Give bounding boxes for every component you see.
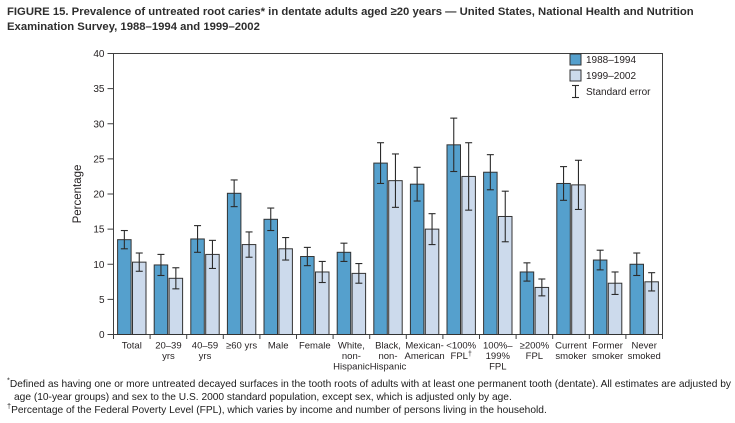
bar-1988–1994-Female [300,256,315,336]
footnote-dagger: †Percentage of the Federal Poverty Level… [7,402,731,418]
x-tick-label: FPL [489,362,506,373]
legend-swatch-1999–2002 [569,69,582,82]
x-tick-label: yrs [162,351,175,362]
bar-1988–1994-White, non-Hispanic [336,251,352,335]
footnote-dagger-marker: † [7,401,12,411]
x-tick-label: smoked [628,351,661,362]
bar-1988–1994-100%–199% FPL [483,171,498,335]
bar-1988–1994-Black, non-Hispanic [373,162,388,335]
legend-label: 1988–1994 [586,55,636,66]
y-tick-label: 20 [93,190,105,201]
bar-1999–2002-Total [132,261,147,335]
chart-area: 0 5 10 15 20 25 30 35 40 Percentage Total 20–39 yrs 4… [0,45,735,377]
x-tick-label: American [405,351,445,362]
x-tick-label: yrs [199,351,212,362]
y-tick-label: 40 [93,49,105,60]
legend-label: 1999–2002 [586,71,636,82]
x-tick-label: 199% [486,351,511,362]
x-tick-label: FPL [526,351,543,362]
bar-1988–1994-<100% FPL† [446,144,461,335]
y-tick-label: 35 [93,84,105,95]
x-tick-label: Black, [375,341,401,352]
footnote-asterisk-marker: * [7,375,10,385]
y-tick-label: 0 [99,330,105,341]
x-tick-label: <100% [446,341,476,352]
y-tick-label: 10 [93,260,105,271]
x-tick-label: smoker [592,351,623,362]
x-tick-label: Male [268,341,289,352]
x-tick-label: Current [555,341,587,352]
bar-1988–1994-Total [117,239,132,336]
bar-1988–1994-Male [263,218,278,335]
x-tick-label: Former [592,341,623,352]
x-tick-label: FPL† [451,351,472,362]
x-tick-label: 100%– [483,341,513,352]
x-tick-label: Hispanic [333,362,370,373]
x-tick-label: 20–39 [155,341,181,352]
bar-1999–2002-≥60 yrs [241,244,257,335]
x-tick-label: Total [122,341,142,352]
x-tick-label: non- [378,351,397,362]
x-tick-label: ≥60 yrs [226,341,257,352]
footnote-asterisk: *Defined as having one or more untreated… [7,375,731,405]
x-tick-label: Hispanic [370,362,407,373]
y-tick-label: 30 [93,119,105,130]
figure-title: FIGURE 15. Prevalence of untreated root … [7,6,694,33]
legend-error-label: Standard error [586,87,651,98]
legend-swatch-1988–1994 [569,53,582,66]
x-tick-label: ≥200% [520,341,550,352]
bar-1988–1994-Former smoker [592,259,608,335]
x-tick-label: White, [338,341,365,352]
y-tick-label: 25 [93,154,105,165]
footnote-asterisk-text: Defined as having one or more untreated … [9,379,731,403]
y-tick-label: 5 [99,295,105,306]
bar-1999–2002-Male [278,248,293,335]
y-axis-label: Percentage [72,165,84,224]
bar-1988–1994-Current smoker [556,182,571,335]
x-tick-label: Female [299,341,331,352]
bar-1988–1994-≥60 yrs [226,192,242,335]
footnotes: *Defined as having one or more untreated… [7,375,731,418]
x-tick-label: Never [632,341,657,352]
footnote-dagger-text: Percentage of the Federal Poverty Level … [11,404,547,416]
x-tick-label: smoker [555,351,586,362]
x-tick-label: 40–59 [192,341,218,352]
bar-1988–1994-Mexican-American [409,183,425,335]
bar-1988–1994-40–59 yrs [190,238,205,336]
x-tick-label: non- [342,351,361,362]
y-tick-label: 15 [93,225,105,236]
x-tick-label: Mexican- [405,341,444,352]
